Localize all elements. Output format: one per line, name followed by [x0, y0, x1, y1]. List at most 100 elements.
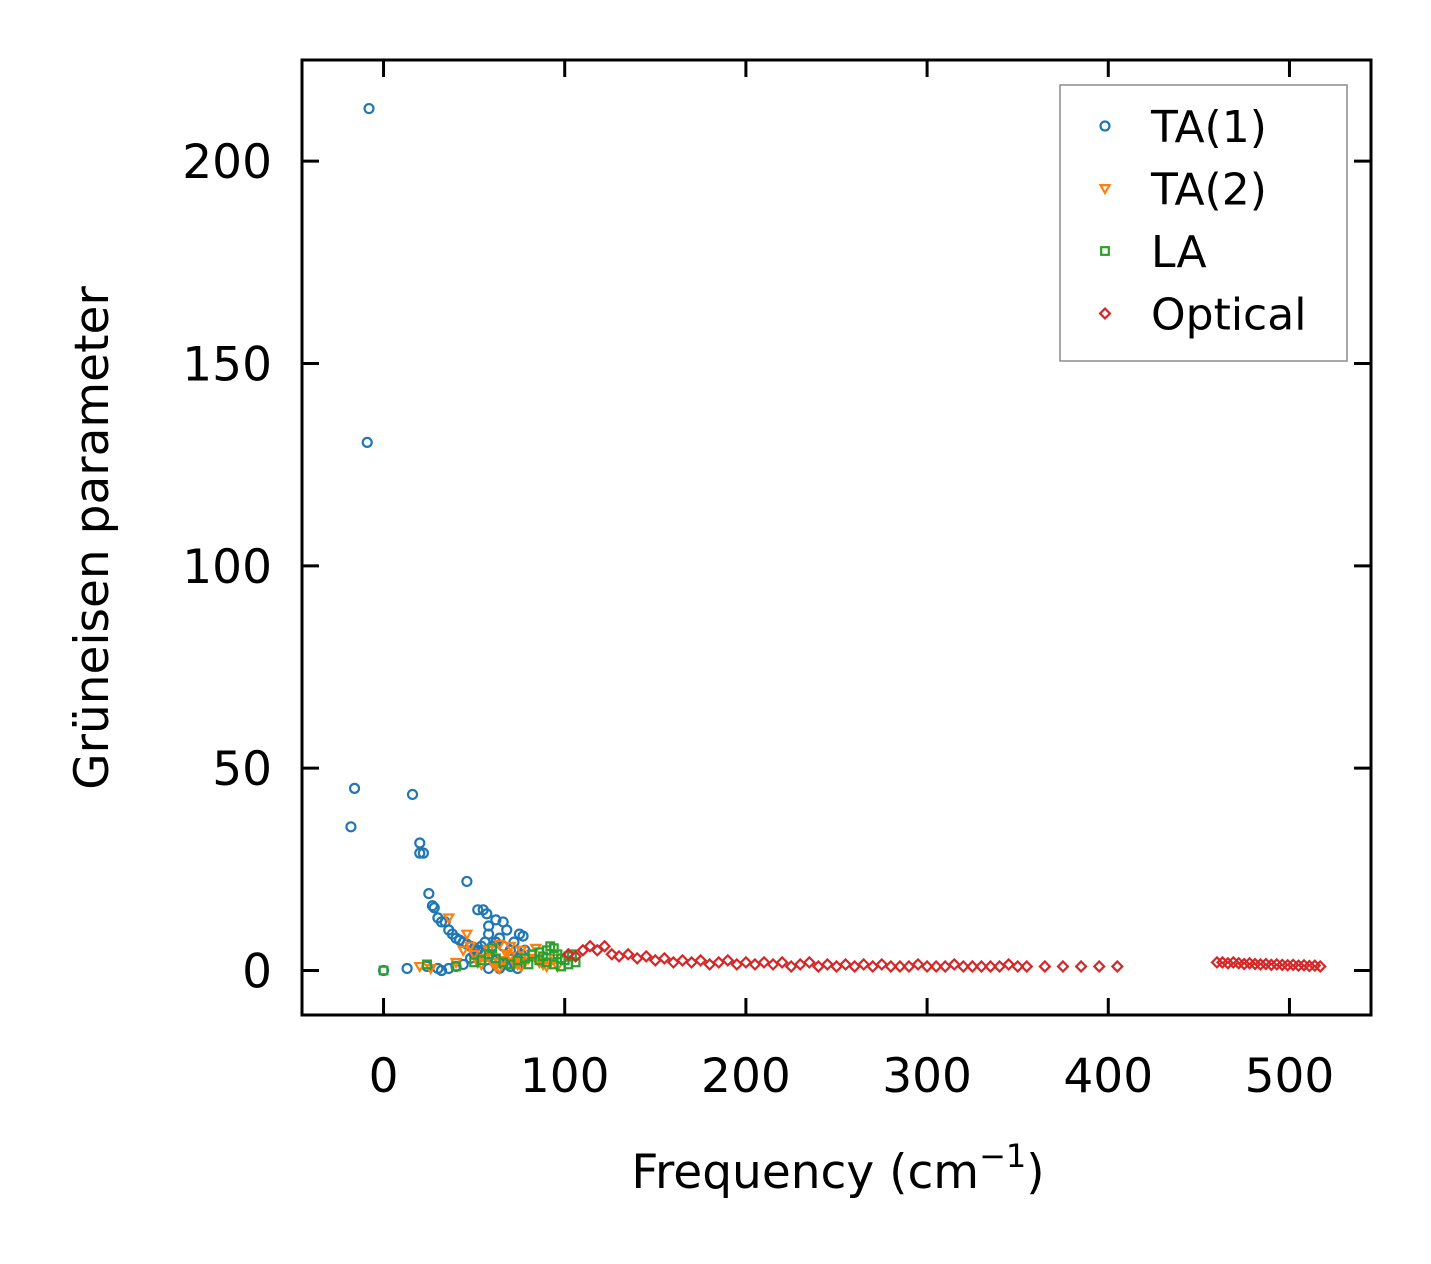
data-point: [517, 930, 529, 942]
x-tick-label: 0: [369, 1049, 399, 1104]
data-point: [757, 955, 771, 969]
data-point: [401, 962, 413, 975]
x-tick-label: 500: [1245, 1049, 1335, 1104]
data-point: [875, 957, 889, 971]
data-point: [956, 959, 970, 973]
data-point: [464, 941, 477, 953]
data-point: [793, 957, 807, 971]
data-point: [748, 957, 762, 971]
data-point: [1264, 958, 1278, 972]
data-point: [675, 953, 689, 967]
legend-label: LA: [1151, 227, 1207, 278]
data-point: [947, 957, 961, 971]
data-point: [1011, 959, 1025, 973]
y-axis-label: Grüneisen parameter: [65, 286, 120, 790]
data-point: [993, 959, 1007, 973]
data-point: [493, 939, 506, 951]
data-point: [739, 955, 753, 969]
data-point: [884, 959, 898, 973]
data-point: [621, 947, 635, 961]
legend: TA(1) TA(2) LA Optical: [1059, 84, 1348, 362]
data-point: [426, 900, 439, 912]
data-point: [1237, 957, 1251, 971]
data-point: [422, 959, 432, 970]
series-la: [378, 941, 581, 976]
x-axis-label-close: ): [1026, 1145, 1044, 1200]
data-point: [1292, 959, 1306, 973]
data-point: [1221, 956, 1235, 970]
x-tick-label: 100: [520, 1049, 610, 1104]
data-point: [361, 436, 373, 449]
data-point: [1302, 959, 1316, 973]
legend-item: LA: [1100, 227, 1207, 278]
data-point: [639, 949, 653, 963]
legend-marker: [1098, 184, 1112, 196]
data-point: [1281, 958, 1295, 972]
legend-marker: [1098, 306, 1112, 321]
data-point: [500, 949, 514, 962]
data-point: [820, 957, 834, 971]
data-point: [561, 947, 575, 961]
data-point: [487, 943, 498, 954]
points-layer: [345, 102, 1327, 977]
data-point: [920, 959, 934, 973]
data-point: [605, 947, 619, 961]
data-point: [1313, 959, 1327, 973]
data-point: [428, 902, 440, 914]
data-point: [442, 913, 456, 925]
data-point: [694, 953, 708, 967]
data-point: [467, 949, 481, 962]
data-point: [451, 961, 461, 972]
data-point: [598, 939, 612, 953]
series-ta-1-: [345, 102, 531, 977]
y-tick-label: 150: [182, 337, 272, 392]
data-point: [414, 847, 426, 859]
data-point: [866, 959, 880, 973]
data-point: [490, 914, 502, 926]
data-point: [435, 964, 448, 977]
x-tick-label: 300: [882, 1049, 972, 1104]
data-point: [461, 875, 473, 888]
legend-item: TA(1): [1099, 102, 1267, 153]
data-point: [1110, 959, 1124, 973]
x-axis-label-superscript: −1: [979, 1137, 1026, 1175]
legend-item: TA(2): [1098, 165, 1267, 216]
data-point: [501, 924, 513, 936]
data-point: [523, 959, 534, 970]
data-point: [481, 908, 493, 920]
data-point: [893, 959, 907, 973]
data-point: [534, 955, 545, 966]
data-point: [902, 959, 916, 973]
data-point: [1020, 959, 1034, 973]
legend-items: TA(1) TA(2) LA Optical: [1098, 102, 1306, 341]
legend-label: TA(2): [1150, 165, 1267, 216]
data-point: [348, 782, 361, 794]
data-point: [1056, 959, 1070, 973]
data-point: [1253, 957, 1267, 971]
data-point: [1002, 957, 1016, 971]
data-point: [476, 955, 487, 966]
y-tick-label: 200: [182, 135, 272, 190]
data-point: [460, 929, 474, 941]
data-point: [435, 916, 448, 928]
data-point: [483, 962, 495, 975]
y-tick-label: 100: [182, 540, 272, 595]
x-tick-label: 400: [1063, 1049, 1153, 1104]
data-point: [1092, 959, 1106, 973]
legend-item: Optical: [1098, 290, 1306, 341]
data-point: [569, 949, 583, 963]
data-point: [414, 837, 426, 849]
data-point: [829, 959, 844, 973]
data-point: [911, 957, 925, 971]
plot-frame: [300, 58, 1373, 1017]
data-point: [938, 959, 952, 973]
data-point: [848, 959, 862, 973]
data-point: [974, 959, 988, 973]
data-point: [423, 888, 435, 900]
legend-label: TA(1): [1150, 102, 1267, 153]
data-point: [363, 102, 375, 115]
data-point: [472, 904, 484, 916]
data-point: [984, 959, 998, 973]
legend-marker: [1100, 246, 1110, 256]
data-point: [712, 955, 726, 969]
